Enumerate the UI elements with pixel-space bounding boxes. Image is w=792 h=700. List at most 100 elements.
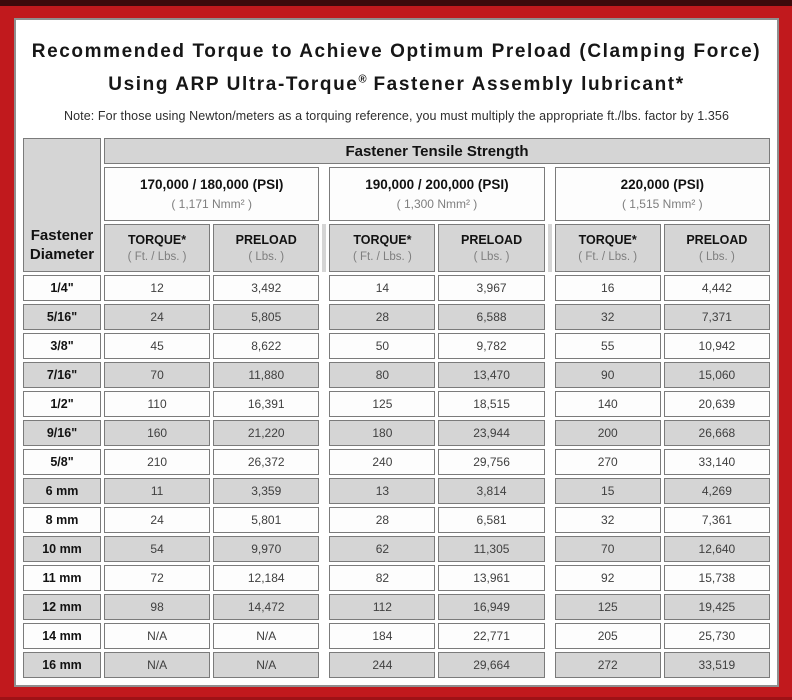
- torque-value: 70: [104, 362, 211, 389]
- column-gap: [322, 304, 326, 330]
- fastener-diameter-header: Fastener Diameter: [23, 138, 101, 273]
- preload-value: 15,060: [663, 362, 770, 389]
- preload-value: 33,140: [663, 449, 770, 476]
- torque-value: 200: [554, 420, 661, 447]
- preload-value: 26,372: [213, 449, 320, 476]
- torque-value: 80: [329, 362, 436, 389]
- torque-value: 180: [329, 420, 436, 447]
- tensile-strength-header: Fastener Tensile Strength: [104, 138, 770, 165]
- preload-value: 29,756: [438, 449, 545, 476]
- torque-value: 184: [329, 623, 436, 650]
- page-title: Recommended Torque to Achieve Optimum Pr…: [26, 38, 767, 99]
- preload-value: 10,942: [663, 333, 770, 360]
- torque-label: TORQUE*: [353, 233, 412, 248]
- torque-preload-table: Fastener Diameter Fastener Tensile Stren…: [20, 135, 773, 681]
- diameter-label: 1/4": [23, 275, 101, 302]
- table-row: 8 mm 24 5,801 28 6,581 32 7,361: [23, 507, 770, 534]
- diameter-label: 6 mm: [23, 478, 101, 505]
- column-gap: [548, 420, 552, 446]
- preload-unit-label: ( Lbs. ): [698, 251, 735, 264]
- column-gap: [322, 536, 326, 562]
- column-gap: [322, 420, 326, 446]
- table-row: 3/8" 45 8,622 50 9,782 55 10,942: [23, 333, 770, 360]
- torque-unit-label: ( Ft. / Lbs. ): [127, 251, 187, 264]
- diameter-label: 1/2": [23, 391, 101, 418]
- column-gap: [322, 594, 326, 620]
- preload-value: 3,814: [438, 478, 545, 505]
- torque-value: N/A: [104, 623, 211, 650]
- nmm-label: ( 1,300 Nmm² ): [396, 197, 478, 212]
- column-gap: [548, 623, 552, 649]
- tensile-strength-row: Fastener Diameter Fastener Tensile Stren…: [23, 138, 770, 273]
- preload-value: 12,640: [663, 536, 770, 563]
- torque-value: 55: [554, 333, 661, 360]
- preload-value: 4,442: [663, 275, 770, 302]
- torque-value: 28: [329, 507, 436, 534]
- preload-value: 12,184: [213, 565, 320, 592]
- preload-unit-label: ( Lbs. ): [473, 251, 510, 264]
- column-gap: [322, 652, 326, 678]
- torque-value: 270: [554, 449, 661, 476]
- column-gap: [322, 565, 326, 591]
- torque-unit-label: ( Ft. / Lbs. ): [578, 251, 638, 264]
- column-gap: [322, 224, 327, 273]
- column-gap: [322, 391, 326, 417]
- preload-value: 11,880: [213, 362, 320, 389]
- psi-label: 220,000 (PSI): [620, 177, 704, 193]
- torque-value: 244: [329, 652, 436, 679]
- diameter-label: 5/8": [23, 449, 101, 476]
- table-row: 16 mm N/A N/A 244 29,664 272 33,519: [23, 652, 770, 679]
- preload-value: 3,492: [213, 275, 320, 302]
- preload-value: 11,305: [438, 536, 545, 563]
- conversion-note: Note: For those using Newton/meters as a…: [63, 109, 729, 124]
- torque-value: 110: [104, 391, 211, 418]
- preload-header-190: PRELOAD ( Lbs. ): [438, 224, 545, 273]
- torque-value: 54: [104, 536, 211, 563]
- bottom-dark-strip: [0, 697, 792, 700]
- table-row: 5/16" 24 5,805 28 6,588 32 7,371: [23, 304, 770, 331]
- torque-value: 205: [554, 623, 661, 650]
- preload-value: 13,470: [438, 362, 545, 389]
- preload-value: 9,970: [213, 536, 320, 563]
- preload-unit-label: ( Lbs. ): [248, 251, 285, 264]
- preload-value: 8,622: [213, 333, 320, 360]
- column-gap: [322, 333, 326, 359]
- column-gap: [322, 507, 326, 533]
- torque-value: 92: [554, 565, 661, 592]
- diameter-label: 9/16": [23, 420, 101, 447]
- torque-value: 240: [329, 449, 436, 476]
- column-gap: [548, 304, 552, 330]
- registered-trademark-symbol: ®: [358, 74, 367, 86]
- torque-label: TORQUE*: [578, 233, 637, 248]
- torque-value: 12: [104, 275, 211, 302]
- preload-label: PRELOAD: [460, 233, 523, 248]
- torque-value: 125: [554, 594, 661, 621]
- preload-value: 14,472: [213, 594, 320, 621]
- preload-value: 23,944: [438, 420, 545, 447]
- column-gap: [322, 167, 326, 221]
- psi-label: 190,000 / 200,000 (PSI): [365, 177, 509, 193]
- column-gap: [548, 507, 552, 533]
- column-gap: [322, 449, 326, 475]
- torque-value: 24: [104, 507, 211, 534]
- column-gap: [548, 478, 552, 504]
- preload-value: 3,967: [438, 275, 545, 302]
- torque-value: 50: [329, 333, 436, 360]
- column-gap: [548, 362, 552, 388]
- torque-value: 210: [104, 449, 211, 476]
- torque-preload-subheader-row: TORQUE* ( Ft. / Lbs. ) PRELOAD ( Lbs. ) …: [23, 224, 770, 273]
- torque-value: 70: [554, 536, 661, 563]
- column-gap: [548, 536, 552, 562]
- psi-label: 170,000 / 180,000 (PSI): [139, 177, 284, 193]
- table-row: 11 mm 72 12,184 82 13,961 92 15,738: [23, 565, 770, 592]
- preload-value: N/A: [213, 652, 320, 679]
- preload-value: 7,371: [663, 304, 770, 331]
- content-panel: Recommended Torque to Achieve Optimum Pr…: [14, 18, 779, 687]
- preload-label: PRELOAD: [686, 233, 748, 248]
- column-gap: [548, 449, 552, 475]
- preload-value: 20,639: [663, 391, 770, 418]
- torque-value: 24: [104, 304, 211, 331]
- torque-value: 160: [104, 420, 211, 447]
- column-gap: [548, 333, 552, 359]
- psi-header-220: 220,000 (PSI) ( 1,515 Nmm² ): [554, 167, 770, 222]
